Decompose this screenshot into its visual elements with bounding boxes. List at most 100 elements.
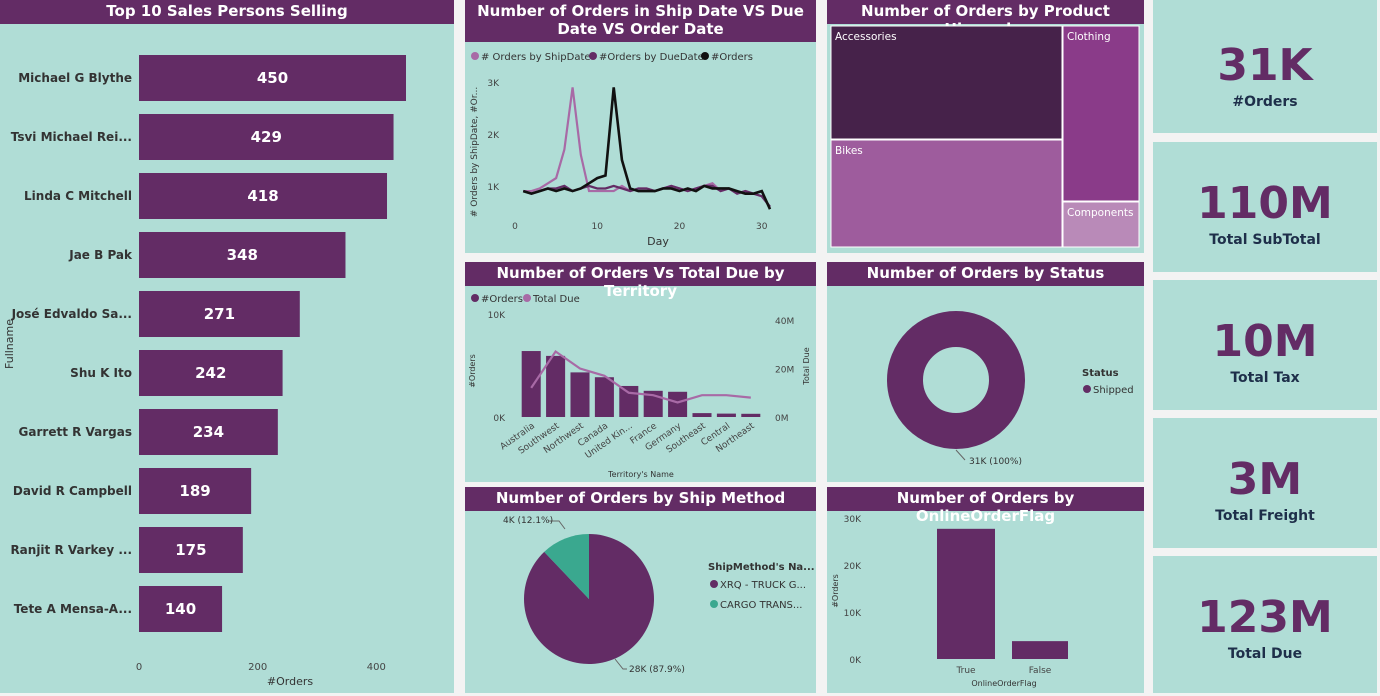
x-axis-title: Day [647, 235, 669, 248]
legend-label: #Orders [481, 294, 523, 305]
sales-bar [139, 527, 243, 573]
top-sales-tile: Top 10 Sales Persons Selling Michael G B… [0, 0, 454, 693]
x-tick-label: 0 [136, 662, 142, 673]
legend-label: Shipped [1093, 385, 1134, 396]
legend-marker [589, 52, 597, 60]
bar-category-label: Ranjit R Varkey ... [10, 543, 132, 557]
bar-value-label: 418 [247, 187, 278, 205]
legend-marker [701, 52, 709, 60]
y2-tick-label: 0M [775, 414, 789, 424]
ship-method-title: Number of Orders by Ship Method [465, 487, 816, 511]
pie-slice [544, 534, 589, 599]
online-bar [937, 528, 995, 659]
online-title: Number of Orders by OnlineOrderFlag [827, 487, 1144, 525]
territory-bar [594, 377, 614, 417]
territory-bar [521, 351, 541, 417]
ship-due-title: Number of Orders in Ship Date VS Due Dat… [465, 0, 816, 42]
legend-title: ShipMethod's Na... [708, 562, 815, 573]
sales-bar [139, 114, 394, 160]
y-tick-label: 0K [493, 414, 506, 424]
legend-label: #Orders by DueDate [599, 52, 704, 63]
territory-bar [716, 413, 736, 417]
bar-value-label: 234 [193, 423, 224, 441]
legend-label: XRQ - TRUCK G... [720, 580, 806, 591]
legend-label: # Orders by ShipDate [481, 52, 591, 63]
kpi-value: 31K [1217, 40, 1313, 91]
sales-bar [139, 291, 300, 337]
legend-label: CARGO TRANS... [720, 600, 802, 611]
leader-line [955, 449, 966, 461]
legend-marker [523, 294, 531, 302]
y-tick-label: 3K [487, 79, 500, 89]
top-sales-chart: Michael G Blythe 450 Tsvi Michael Rei... 42… [3, 55, 406, 688]
bar-category-label: Tsvi Michael Rei... [11, 130, 132, 144]
territory-title: Number of Orders Vs Total Due by Territo… [465, 262, 816, 300]
leader-line [614, 658, 627, 670]
treemap-label: Clothing [1067, 31, 1111, 43]
territory-bar [570, 372, 590, 417]
territory-bar [619, 385, 639, 417]
ship-method-tile: Number of Orders by Ship Method 4K (12.1… [465, 487, 816, 693]
kpi-value: 10M [1212, 316, 1318, 367]
status-title: Number of Orders by Status [827, 262, 1144, 286]
legend-marker [471, 294, 479, 302]
treemap-label: Bikes [835, 145, 863, 157]
x-tick-label: 20 [674, 222, 686, 232]
legend-label: #Orders [711, 52, 753, 63]
legend-marker [1083, 385, 1091, 393]
ship-method-pie: 4K (12.1%) 28K (87.9%) ShipMethod's Na... X… [503, 516, 815, 675]
territory-bar [668, 391, 688, 417]
treemap-cell [1062, 25, 1140, 202]
kpi-label: Total Tax [1230, 370, 1300, 386]
bar-category-label: Michael G Blythe [18, 71, 132, 85]
kpi-subtotal: 110M Total SubTotal [1153, 142, 1377, 272]
bar-value-label: 242 [195, 364, 226, 382]
sales-bar [139, 55, 406, 101]
status-tile: Number of Orders by Status 31K (100%) Sta… [827, 262, 1144, 482]
bar-value-label: 271 [204, 305, 235, 323]
data-label: 4K (12.1%) [503, 516, 553, 526]
top-sales-title: Top 10 Sales Persons Selling [0, 0, 454, 24]
x-tick-label: True [955, 666, 976, 676]
territory-bar [546, 355, 566, 417]
sales-bar [139, 468, 252, 514]
kpi-label: Total Freight [1215, 508, 1315, 524]
y-tick-label: 1K [487, 183, 500, 193]
online-bar [1012, 641, 1068, 659]
y-tick-label: 30K [844, 515, 862, 525]
bar-category-label: Tete A Mensa-A... [14, 602, 132, 616]
bar-value-label: 429 [251, 128, 282, 146]
kpi-orders: 31K #Orders [1153, 0, 1377, 133]
x-tick-label: 10 [592, 222, 604, 232]
treemap-label: Components [1067, 207, 1133, 219]
product-tile: Number of Orders by Product Hierarchy Ac… [827, 0, 1144, 253]
bar-category-label: Linda C Mitchell [24, 189, 132, 203]
bar-category-label: Garrett R Vargas [19, 425, 132, 439]
sales-bar [139, 586, 223, 632]
territory-bar [692, 413, 712, 417]
legend-marker [710, 580, 718, 588]
x-tick-label: 30 [756, 222, 768, 232]
y-axis-title: #Orders [468, 354, 477, 388]
ship-due-tile: Number of Orders in Ship Date VS Due Dat… [465, 0, 816, 253]
x-tick-label: 0 [512, 222, 518, 232]
sales-bar [139, 409, 278, 455]
y-tick-label: 2K [487, 131, 500, 141]
treemap-label: Accessories [835, 31, 897, 43]
product-title: Number of Orders by Product Hierarchy [827, 0, 1144, 38]
territory-chart: #Orders Total Due 0K 10K #Orders 0M 20M 40M Tota… [468, 294, 811, 479]
bar-category-label: David R Campbell [13, 484, 132, 498]
bar-value-label: 450 [257, 69, 288, 87]
sales-bar [139, 350, 283, 396]
legend-marker [710, 600, 718, 608]
x-axis-title: OnlineOrderFlag [971, 679, 1036, 688]
line-series [522, 87, 772, 210]
kpi-value: 3M [1227, 454, 1303, 505]
x-axis-title: Territory's Name [607, 470, 674, 479]
total-due-line [530, 349, 751, 404]
y2-tick-label: 20M [775, 366, 794, 376]
kpi-total-due: 123M Total Due [1153, 556, 1377, 693]
donut-slice [887, 311, 1025, 449]
bar-category-label: José Edvaldo Sa... [11, 307, 132, 321]
y2-axis-title: Total Due [802, 347, 811, 385]
